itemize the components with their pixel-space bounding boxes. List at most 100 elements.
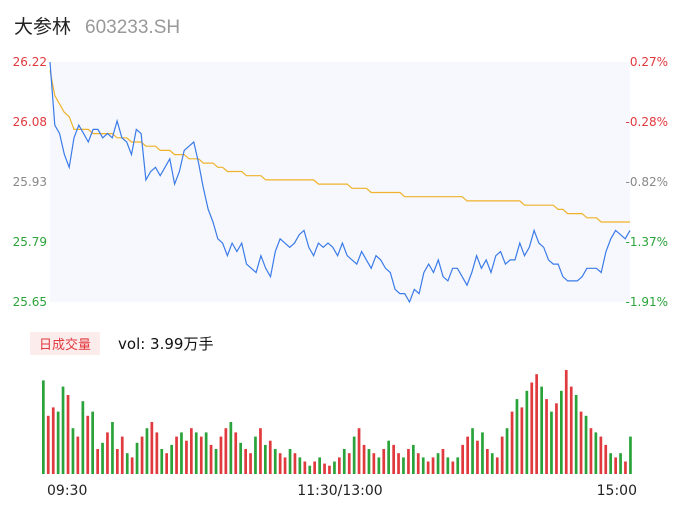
volume-bar <box>145 428 149 474</box>
stock-name: 大参林 <box>14 16 72 38</box>
volume-bar <box>101 442 104 474</box>
volume-bar <box>318 457 321 474</box>
left-axis-label-0: 26.22 <box>13 55 47 69</box>
volume-bar <box>209 444 213 474</box>
volume-bar <box>249 453 252 474</box>
volume-bar <box>170 444 173 474</box>
volume-bar <box>111 422 114 474</box>
volume-bar <box>461 444 464 474</box>
volume-bar <box>456 457 460 474</box>
stock-header: 大参林 603233.SH <box>14 12 180 40</box>
left-axis-labels: 26.22 26.08 25.93 25.79 25.65 <box>13 55 47 309</box>
daily-volume-badge[interactable]: 日成交量 <box>30 331 101 355</box>
volume-bar <box>505 428 509 474</box>
volume-bar <box>490 453 494 474</box>
x-tick-label-2: 15:00 <box>597 483 637 499</box>
volume-bar <box>194 432 198 474</box>
price-line <box>49 61 631 304</box>
volume-bar <box>283 457 287 474</box>
volume-bar <box>412 444 415 474</box>
volume-bar <box>293 453 297 474</box>
volume-bar <box>560 390 563 474</box>
volume-bar <box>471 428 474 474</box>
right-axis-label-2: -0.82% <box>626 175 668 189</box>
volume-bar <box>382 449 386 474</box>
volume-bar <box>367 449 371 474</box>
volume-bar <box>308 465 312 474</box>
volume-bar <box>259 428 262 474</box>
right-axis-labels: 0.27% -0.28% -0.82% -1.37% -1.91% <box>626 55 668 309</box>
volume-bar <box>204 432 208 474</box>
volume-bar <box>229 422 233 474</box>
volume-bar <box>545 399 548 474</box>
volume-bar <box>76 436 80 474</box>
volume-bar <box>268 440 272 474</box>
volume-bar <box>273 449 277 474</box>
volume-bar <box>66 395 70 474</box>
volume-bar <box>175 436 178 474</box>
price-plot-area <box>50 62 630 302</box>
volume-bar <box>116 449 119 474</box>
volume-bar <box>436 453 440 474</box>
volume-bar <box>614 457 617 474</box>
volume-bar <box>185 440 188 474</box>
volume-bar <box>372 453 376 474</box>
volume-bar <box>624 461 627 474</box>
volume-bar <box>564 370 568 474</box>
volume-bar <box>515 399 519 474</box>
volume-bar <box>599 436 603 474</box>
volume-bar <box>96 449 99 474</box>
volume-bar <box>298 457 302 474</box>
volume-bar <box>629 436 632 474</box>
volume-bar <box>135 442 139 474</box>
left-axis-label-3: 25.79 <box>13 235 47 249</box>
volume-bar <box>155 432 159 474</box>
volume-bar <box>323 463 326 474</box>
volume-bar <box>56 411 60 474</box>
volume-bar <box>219 436 223 474</box>
volume-bar <box>140 436 144 474</box>
volume-bar <box>303 461 307 474</box>
volume-bar <box>421 457 425 474</box>
x-tick-label-0: 09:30 <box>47 483 87 499</box>
volume-bar <box>525 390 529 474</box>
volume-bar <box>441 449 445 474</box>
volume-bar <box>239 442 242 474</box>
volume-bar <box>594 432 598 474</box>
volume-bar <box>288 449 292 474</box>
volume-bar <box>555 403 558 474</box>
volume-bar <box>589 428 593 474</box>
x-tick-label-1: 11:30/13:00 <box>297 483 382 499</box>
volume-bar <box>224 428 228 474</box>
left-axis-label-1: 26.08 <box>13 115 47 129</box>
volume-readout: vol: 3.99万手 <box>118 334 214 353</box>
volume-bar <box>466 436 469 474</box>
average-price-line <box>49 70 630 223</box>
left-axis-label-2: 25.93 <box>13 175 47 189</box>
volume-bar <box>190 428 193 474</box>
volume-bar <box>347 453 351 474</box>
volume-bar <box>500 436 504 474</box>
volume-bar <box>569 386 573 474</box>
volume-bar <box>278 453 282 474</box>
volume-bar <box>362 444 366 474</box>
volume-bar <box>165 453 168 474</box>
volume-bar <box>550 411 553 474</box>
volume-bar <box>619 453 622 474</box>
volume-bar <box>446 457 450 474</box>
volume-bar <box>481 432 484 474</box>
volume-bar <box>214 449 218 474</box>
volume-bar <box>377 457 381 474</box>
volume-bar <box>91 411 94 474</box>
stock-code: 603233.SH <box>85 17 181 38</box>
volume-bar <box>51 407 55 474</box>
volume-bar <box>579 411 583 474</box>
volume-bar <box>402 457 405 474</box>
volume-bar <box>352 436 356 474</box>
volume-bar <box>254 436 257 474</box>
volume-bar <box>530 382 534 474</box>
volume-bar <box>264 444 267 474</box>
volume-bar <box>540 386 543 474</box>
volume-bar <box>180 432 183 474</box>
